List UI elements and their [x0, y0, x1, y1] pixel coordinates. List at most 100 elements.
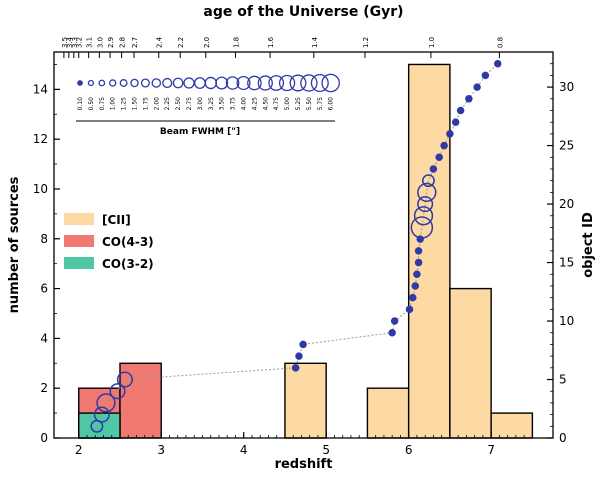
beam-size-label: 1.00: [110, 97, 117, 111]
beam-size-label: 2.50: [175, 97, 182, 111]
object-point: [473, 83, 481, 91]
object-point: [390, 317, 399, 325]
line-legend: [CII] CO(4-3) CO(3-2): [64, 213, 154, 271]
beam-size-label: 1.50: [132, 97, 139, 111]
top-tick-label: 1.6: [267, 36, 275, 48]
beam-size-marker: [268, 75, 285, 91]
object-points: [90, 59, 502, 433]
object-point: [405, 305, 414, 314]
beam-size-label: 4.00: [241, 97, 248, 111]
top-tick-label: 2.4: [156, 36, 164, 48]
object-point: [422, 174, 435, 188]
top-tick-label: 1.4: [311, 36, 319, 48]
object-point: [414, 258, 423, 267]
beam-size-marker: [310, 73, 329, 93]
object-point: [116, 371, 133, 388]
y-axis-label: number of sources: [7, 176, 22, 313]
beam-size-label: 6.00: [328, 97, 335, 111]
beam-size-marker: [225, 76, 240, 90]
object-point: [291, 364, 300, 372]
y-right-axis-label: object ID: [581, 212, 596, 278]
object-point: [435, 153, 443, 162]
top-tick-label: 2.9: [107, 37, 115, 48]
legend-swatch: [64, 213, 94, 225]
object-point: [409, 293, 417, 302]
beam-size-label: 0.10: [77, 97, 84, 111]
beam-size-marker: [278, 74, 296, 92]
top-axis-title: age of the Universe (Gyr): [203, 4, 403, 20]
top-tick-label: 2.7: [131, 37, 139, 48]
histogram-bar: [490, 412, 534, 439]
beam-size-marker: [300, 74, 318, 92]
beam-size-marker: [172, 77, 184, 89]
legend-label: [CII]: [102, 213, 131, 227]
x-tick-label: 6: [405, 443, 413, 457]
beam-size-marker: [109, 79, 117, 87]
object-point: [410, 216, 434, 239]
top-tick-label: 1.0: [428, 37, 436, 48]
object-point: [429, 165, 438, 173]
legend-swatch: [64, 257, 94, 269]
x-tick-label: 3: [157, 443, 165, 457]
y-right-tick-label: 30: [559, 80, 574, 94]
top-tick-label: 3.0: [96, 37, 104, 48]
y-tick-label: 14: [33, 82, 48, 96]
beam-size-marker: [289, 74, 307, 92]
beam-size-marker: [151, 78, 162, 88]
y-tick-label: 2: [40, 381, 48, 395]
beam-size-label: 0.50: [88, 97, 95, 111]
object-point: [388, 328, 396, 337]
top-tick-label: 3.3: [71, 37, 79, 48]
beam-size-label: 4.50: [262, 97, 269, 111]
top-tick-label: 2.8: [119, 37, 127, 48]
beam-size-label: 2.25: [164, 97, 171, 111]
beam-size-label: 5.50: [306, 97, 313, 111]
beam-size-marker: [204, 76, 218, 90]
top-tick-label: 1.2: [362, 37, 370, 48]
beam-size-label: 4.25: [251, 97, 258, 111]
histogram-bar: [449, 287, 492, 439]
histogram-bar: [284, 362, 327, 439]
object-point: [456, 106, 465, 115]
beam-size-label: 2.00: [153, 97, 160, 111]
x-tick-label: 2: [75, 443, 83, 457]
beam-size-marker: [87, 79, 95, 87]
beam-size-marker: [183, 77, 195, 89]
beam-size-label: 5.75: [317, 97, 324, 111]
top-tick-label: 3.5: [61, 37, 69, 48]
beam-size-label: 1.25: [121, 97, 128, 111]
y-tick-label: 0: [40, 431, 48, 445]
y-tick-label: 6: [40, 282, 48, 296]
beam-size-label: 1.75: [142, 97, 149, 111]
beam-legend-title: Beam FWHM ["]: [160, 127, 240, 137]
x-axis-label: redshift: [275, 457, 333, 472]
object-point: [446, 130, 454, 138]
beam-size-label: 5.00: [284, 97, 291, 111]
y-tick-label: 4: [40, 331, 48, 345]
object-point: [411, 282, 420, 290]
beam-size-marker: [193, 77, 206, 89]
histogram-bars: [78, 63, 534, 439]
beam-size-label: 3.50: [219, 97, 226, 111]
beam-size-marker: [98, 79, 106, 87]
top-tick-label: 0.8: [496, 37, 504, 48]
legend-swatch: [64, 235, 94, 247]
y-right-tick-label: 20: [559, 197, 574, 211]
x-tick-label: 7: [487, 443, 495, 457]
beam-size-marker: [257, 75, 273, 91]
top-tick-label: 2.0: [203, 37, 211, 48]
beam-size-marker: [236, 75, 251, 91]
object-point: [96, 393, 116, 413]
y-right-tick-label: 25: [559, 139, 574, 153]
beam-size-marker: [321, 73, 340, 93]
object-point: [414, 247, 423, 255]
top-tick-label: 3.1: [86, 37, 94, 48]
top-tick-label: 3.4: [66, 36, 74, 48]
beam-size-marker: [162, 77, 173, 89]
x-tick-label: 5: [322, 443, 330, 457]
plot-frame: [53, 51, 554, 439]
beam-size-marker: [130, 78, 139, 88]
y-tick-label: 8: [40, 232, 48, 246]
top-tick-label: 3.2: [76, 37, 84, 48]
beam-size-label: 2.75: [186, 97, 193, 111]
